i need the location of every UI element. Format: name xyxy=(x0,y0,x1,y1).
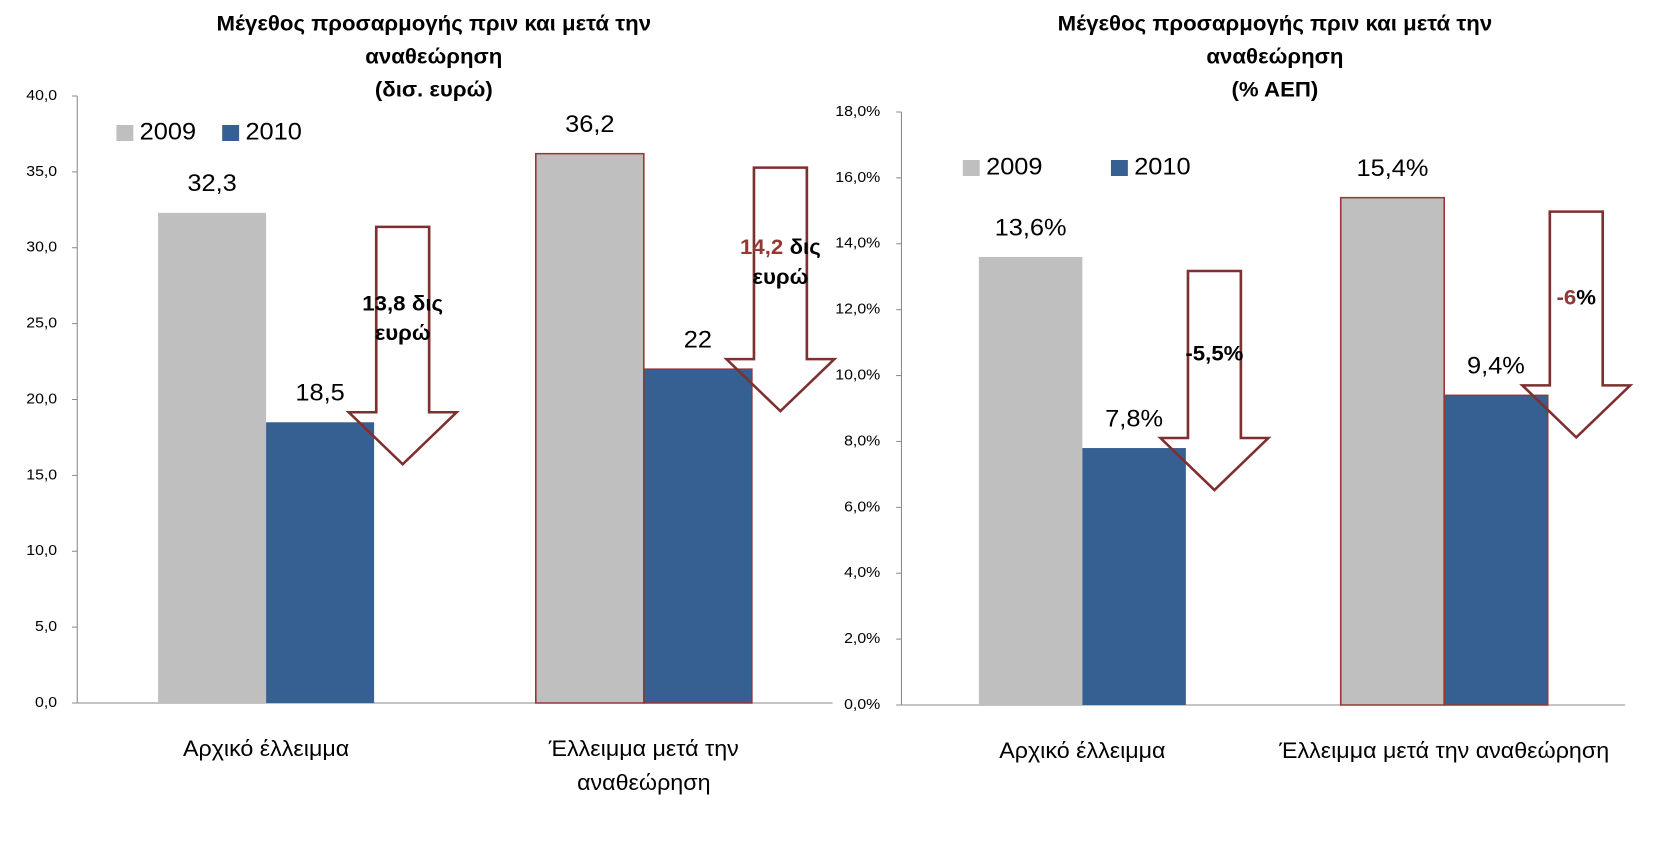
legend-label: 2009 xyxy=(986,154,1042,180)
arrow xyxy=(723,166,838,413)
y-tick-label: 2,0% xyxy=(844,630,880,647)
bar xyxy=(534,152,645,704)
value-label: 18,5 xyxy=(295,380,344,406)
y-tick-label: 25,0 xyxy=(26,315,57,332)
y-tick-label: 18,0% xyxy=(835,103,880,120)
y-tick-label: 40,0 xyxy=(26,87,57,104)
legend-label: 2010 xyxy=(245,119,301,145)
arrow xyxy=(1157,269,1272,492)
annotation-text: δις xyxy=(790,235,821,259)
y-tick-label: 10,0% xyxy=(835,367,880,384)
legend-swatch xyxy=(222,125,240,141)
value-label: 32,3 xyxy=(187,171,236,197)
chart-subtitle: (δισ. ευρώ) xyxy=(375,77,493,101)
legend-swatch xyxy=(116,125,134,141)
y-tick-label: 35,0 xyxy=(26,163,57,180)
y-tick-label: 0,0% xyxy=(844,696,880,713)
y-tick-label: 6,0% xyxy=(844,499,880,516)
y-tick-label: 0,0 xyxy=(35,694,57,711)
y-tick-label: 30,0 xyxy=(26,239,57,256)
annotation-number: -5,5 xyxy=(1185,341,1223,365)
chart-title: Μέγεθος προσαρμογής πριν και μετά την xyxy=(217,11,652,35)
chart-title: Μέγεθος προσαρμογής πριν και μετά την xyxy=(1058,11,1493,35)
annotation-number: 13,8 xyxy=(362,291,405,315)
y-tick-label: 15,0 xyxy=(26,467,57,484)
legend-swatch xyxy=(1110,160,1128,176)
annotation-text: δις xyxy=(412,291,443,315)
bar xyxy=(158,212,267,703)
annotation-number: -6 xyxy=(1557,285,1577,309)
bar xyxy=(1443,394,1549,706)
annotation: ευρώ xyxy=(375,321,431,345)
arrow xyxy=(1519,210,1634,440)
y-tick-label: 16,0% xyxy=(835,169,880,186)
annotation: 13,8 δις xyxy=(362,291,443,315)
legend-swatch xyxy=(962,160,980,176)
annotation-number: 14,2 xyxy=(740,235,783,259)
value-label: 22 xyxy=(684,327,712,353)
annotation-text: % xyxy=(1224,341,1244,365)
y-tick-label: 14,0% xyxy=(835,235,880,252)
value-label: 7,8% xyxy=(1105,406,1163,432)
x-tick-label: Αρχικό έλλειμμα xyxy=(183,736,349,760)
bar xyxy=(1339,196,1446,706)
annotation-text: % xyxy=(1576,285,1596,309)
chart-title: αναθεώρηση xyxy=(365,44,502,68)
y-tick-label: 4,0% xyxy=(844,565,880,582)
annotation: -5,5% xyxy=(1185,341,1243,365)
y-tick-label: 10,0 xyxy=(26,543,57,560)
chart-title: αναθεώρηση xyxy=(1206,44,1343,68)
value-label: 15,4% xyxy=(1356,156,1428,182)
annotation: -6% xyxy=(1557,285,1597,309)
x-tick-label: Έλλειμμα μετά την αναθεώρηση xyxy=(548,736,739,794)
annotation: 14,2 δις xyxy=(740,235,821,259)
bar xyxy=(1082,448,1186,705)
y-tick-label: 20,0 xyxy=(26,391,57,408)
y-tick-label: 8,0% xyxy=(844,433,880,450)
value-label: 36,2 xyxy=(565,112,614,138)
y-tick-label: 12,0% xyxy=(835,301,880,318)
y-tick-label: 5,0 xyxy=(35,618,57,635)
legend-label: 2010 xyxy=(1134,154,1190,180)
bar xyxy=(266,422,375,703)
x-tick-label: Αρχικό έλλειμμα xyxy=(999,738,1165,762)
arrow xyxy=(345,225,460,467)
legend-label: 2009 xyxy=(140,119,196,145)
chart-subtitle: (% ΑΕΠ) xyxy=(1232,77,1319,101)
x-tick-label: Έλλειμμα μετά την αναθεώρηση xyxy=(1278,738,1609,762)
value-label: 13,6% xyxy=(995,215,1067,241)
bar xyxy=(643,368,753,704)
value-label: 9,4% xyxy=(1467,353,1525,379)
annotation: ευρώ xyxy=(752,265,808,289)
bar xyxy=(978,256,1083,705)
